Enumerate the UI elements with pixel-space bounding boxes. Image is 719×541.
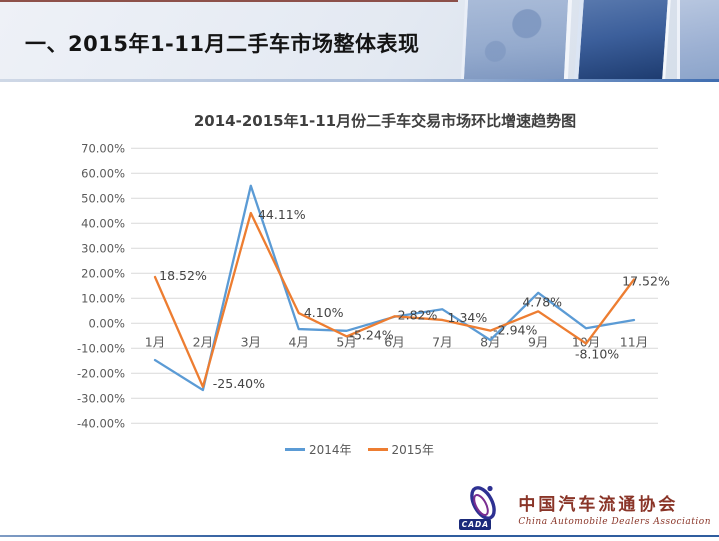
svg-text:4.10%: 4.10%: [304, 305, 344, 320]
svg-text:9月: 9月: [528, 334, 548, 349]
svg-text:-40.00%: -40.00%: [77, 416, 125, 430]
svg-text:-25.40%: -25.40%: [213, 376, 265, 391]
legend-swatch-2014: [284, 448, 305, 451]
svg-text:10.00%: 10.00%: [81, 291, 125, 305]
page-title: 一、2015年1-11月二手车市场整体表现: [25, 32, 420, 56]
svg-text:-8.10%: -8.10%: [575, 347, 619, 362]
svg-text:2月: 2月: [193, 334, 213, 349]
decoration-cube: [677, 0, 719, 79]
cada-emblem-icon: CADA: [458, 484, 512, 532]
cada-acronym: CADA: [459, 519, 492, 530]
svg-text:-2.94%: -2.94%: [493, 323, 537, 338]
svg-text:2.82%: 2.82%: [398, 307, 438, 322]
svg-text:11月: 11月: [620, 334, 648, 349]
chart-title: 2014-2015年1-11月份二手车交易市场环比增速趋势图: [193, 112, 577, 130]
legend-swatch-2015: [367, 448, 388, 451]
svg-text:3月: 3月: [241, 334, 261, 349]
logo-text: 中国汽车流通协会 China Automobile Dealers Associ…: [518, 484, 711, 527]
legend-item-2014: 2014年: [284, 441, 352, 458]
bottom-rule: [0, 535, 719, 537]
legend-label-2015: 2015年: [391, 443, 435, 457]
org-name-en: China Automobile Dealers Association: [518, 517, 711, 527]
svg-text:4.78%: 4.78%: [522, 294, 562, 309]
svg-text:5月: 5月: [336, 334, 356, 349]
svg-text:70.00%: 70.00%: [81, 141, 125, 155]
svg-text:44.11%: 44.11%: [258, 207, 306, 222]
svg-text:6月: 6月: [384, 334, 404, 349]
header: 一、2015年1-11月二手车市场整体表现: [0, 0, 719, 82]
svg-text:-5.24%: -5.24%: [349, 327, 393, 342]
chart-legend: 2014年 2015年: [0, 441, 719, 458]
svg-text:-20.00%: -20.00%: [77, 366, 125, 380]
svg-text:50.00%: 50.00%: [81, 191, 125, 205]
header-decoration-cubes: [455, 0, 719, 79]
org-name-cn: 中国汽车流通协会: [518, 495, 679, 515]
svg-text:0.00%: 0.00%: [88, 316, 125, 330]
line-chart: 70.00% 60.00% 50.00% 40.00% 30.00% 20.00% 10.0…: [77, 141, 670, 430]
svg-text:-30.00%: -30.00%: [77, 391, 125, 405]
header-divider: [0, 79, 719, 82]
decoration-cube: [460, 0, 573, 79]
svg-text:7月: 7月: [432, 334, 452, 349]
legend-label-2014: 2014年: [308, 443, 352, 457]
svg-text:18.52%: 18.52%: [159, 268, 207, 283]
svg-text:17.52%: 17.52%: [622, 274, 670, 289]
svg-text:4月: 4月: [288, 334, 308, 349]
cada-logo: CADA 中国汽车流通协会 China Automobile Dealers A…: [458, 484, 711, 532]
top-accent-line: [0, 0, 458, 2]
decoration-cube: [574, 0, 671, 79]
legend-item-2015: 2015年: [367, 441, 435, 458]
svg-text:20.00%: 20.00%: [81, 266, 125, 280]
svg-text:1.34%: 1.34%: [448, 310, 488, 325]
svg-text:-10.00%: -10.00%: [77, 341, 125, 355]
svg-text:30.00%: 30.00%: [81, 241, 125, 255]
svg-text:40.00%: 40.00%: [81, 216, 125, 230]
svg-text:1月: 1月: [145, 334, 165, 349]
svg-text:60.00%: 60.00%: [81, 166, 125, 180]
